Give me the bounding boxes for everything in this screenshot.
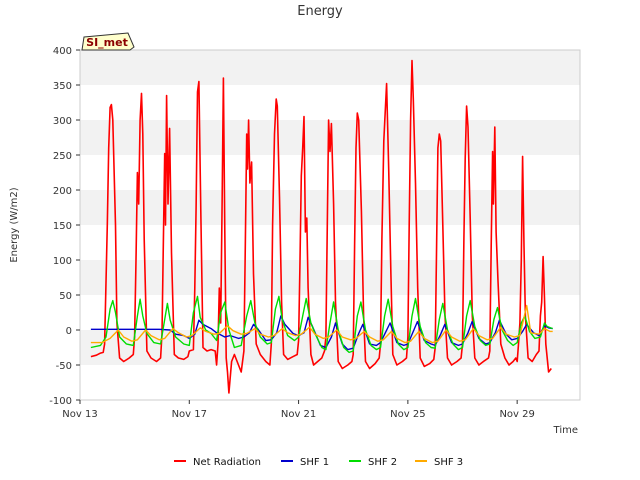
x-axis-label: Time	[553, 425, 578, 436]
grid-band	[80, 50, 580, 85]
y-tick-label: 50	[59, 291, 72, 302]
y-tick-label: 0	[66, 326, 72, 337]
legend: Net Radiation SHF 1 SHF 2 SHF 3	[174, 457, 463, 468]
grid-band	[80, 225, 580, 260]
legend-label-shf-2: SHF 2	[368, 457, 397, 468]
chart-title: Energy	[297, 4, 343, 19]
grid-band	[80, 365, 580, 400]
legend-label-shf-1: SHF 1	[300, 457, 329, 468]
y-tick-label: 150	[53, 221, 72, 232]
series-lines	[90, 59, 553, 394]
grid-band	[80, 190, 580, 225]
y-tick-label: 100	[53, 256, 72, 267]
grid-band	[80, 260, 580, 295]
series-line-shf-3	[90, 304, 553, 344]
x-tick-label: Nov 17	[172, 409, 207, 420]
series-line-shf-1	[90, 315, 553, 351]
y-tick-label: 350	[53, 81, 72, 92]
grid-bands	[80, 50, 580, 400]
x-tick-label: Nov 25	[390, 409, 425, 420]
grid-band	[80, 155, 580, 190]
legend-label-net-radiation: Net Radiation	[193, 457, 261, 468]
y-tick-label: 300	[53, 116, 72, 127]
site-badge-shape	[81, 32, 135, 51]
y-tick-label: -100	[49, 396, 72, 407]
site-badge-text: SI_met	[86, 36, 128, 49]
x-tick-label: Nov 21	[281, 409, 316, 420]
y-tick-label: 400	[53, 46, 72, 57]
y-axis-label: Energy (W/m2)	[9, 187, 20, 262]
x-axis-ticks: Nov 13 Nov 17 Nov 21 Nov 25 Nov 29	[62, 400, 535, 420]
grid-band	[80, 85, 580, 120]
legend-label-shf-3: SHF 3	[434, 457, 463, 468]
y-tick-label: -50	[56, 361, 72, 372]
site-badge: SI_met	[81, 32, 135, 51]
y-tick-label: 250	[53, 151, 72, 162]
x-tick-label: Nov 29	[499, 409, 534, 420]
y-tick-label: 200	[53, 186, 72, 197]
x-tick-label: Nov 13	[62, 409, 97, 420]
y-axis-ticks: -100 -50 0 50 100 150 200 250 300 350 400	[49, 46, 80, 407]
series-line-net-radiation	[90, 59, 552, 394]
